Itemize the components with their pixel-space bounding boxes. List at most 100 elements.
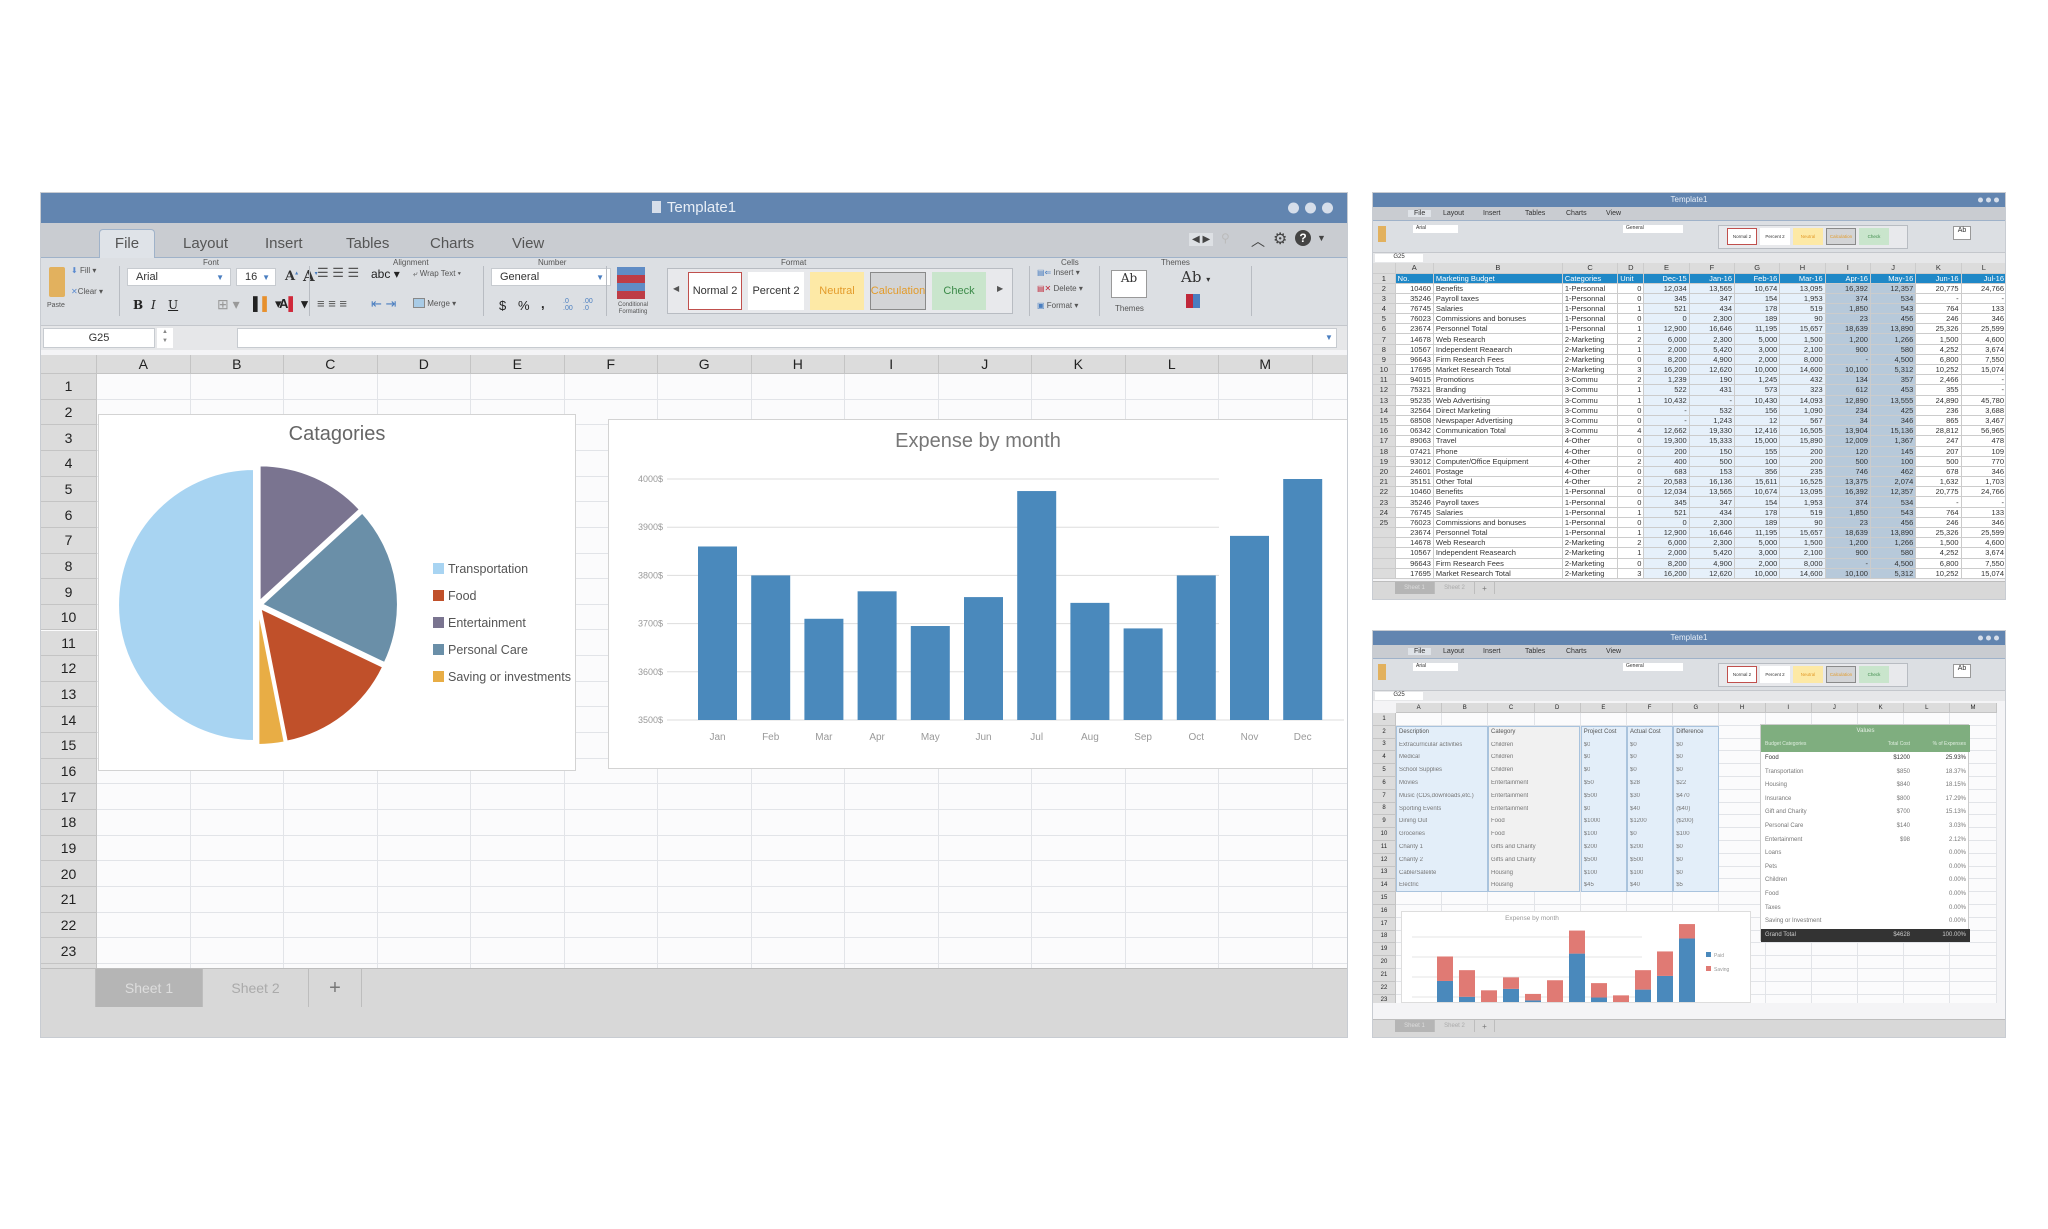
cell[interactable]	[284, 912, 378, 939]
pivot-cell[interactable]: Gift and Charity	[1765, 809, 1807, 816]
column-header[interactable]: G	[1734, 263, 1781, 274]
table-cell[interactable]: 5,312	[1870, 568, 1917, 579]
pivot-cell[interactable]: 17.29%	[1945, 795, 1966, 802]
cell[interactable]	[658, 810, 752, 836]
cell[interactable]	[564, 938, 658, 964]
column-header[interactable]: A	[97, 355, 191, 374]
expense-cell[interactable]: $0	[1676, 741, 1683, 748]
table-cell[interactable]: 374	[1825, 293, 1871, 304]
pivot-cell[interactable]: $800	[1896, 795, 1910, 802]
name-box-stepper-icon[interactable]: ▲ ▼	[157, 328, 173, 348]
table-cell[interactable]: 1	[1617, 323, 1645, 335]
cell[interactable]	[938, 963, 1032, 968]
cell[interactable]	[564, 784, 658, 811]
table-cell[interactable]: Firm Research Fees	[1433, 558, 1563, 569]
table-cell[interactable]: 2,300	[1689, 333, 1736, 345]
cell[interactable]	[658, 912, 752, 939]
table-cell[interactable]: 1,239	[1643, 374, 1690, 386]
table-cell[interactable]: 0	[1617, 435, 1645, 447]
table-cell[interactable]: 2-Marketing	[1562, 344, 1619, 355]
table-cell[interactable]: 1	[1617, 507, 1645, 518]
table-cell[interactable]: 200	[1643, 446, 1690, 457]
cell[interactable]	[1125, 887, 1219, 913]
table-cell[interactable]: 95235	[1395, 395, 1434, 406]
gallery-next-icon[interactable]: ▶	[997, 284, 1004, 293]
table-cell[interactable]: 94015	[1395, 374, 1434, 386]
table-cell[interactable]: 3-Commu	[1562, 374, 1619, 386]
table-cell[interactable]: 246	[1915, 313, 1962, 325]
row-header[interactable]: 1	[41, 374, 97, 400]
table-cell[interactable]: 15,657	[1779, 323, 1826, 335]
table-cell[interactable]: 345	[1643, 496, 1690, 508]
cell[interactable]	[658, 835, 752, 862]
table-cell[interactable]: 4-Other	[1562, 476, 1619, 488]
cell[interactable]	[751, 835, 845, 862]
cell[interactable]	[1219, 784, 1313, 811]
cell[interactable]	[97, 887, 191, 913]
cell[interactable]	[377, 835, 471, 862]
tab-layout[interactable]: Layout	[1443, 648, 1465, 655]
table-cell[interactable]: 770	[1961, 456, 2005, 467]
table-cell[interactable]: Direct Marketing	[1433, 405, 1563, 416]
cell[interactable]	[1125, 784, 1219, 811]
table-cell[interactable]: 16,392	[1825, 486, 1871, 498]
table-cell[interactable]: Independent Reaearch	[1433, 344, 1563, 355]
cell[interactable]	[845, 784, 939, 811]
table-cell[interactable]: 500	[1915, 456, 1962, 467]
row-header[interactable]: 13	[1373, 395, 1396, 406]
cell[interactable]	[1125, 810, 1219, 836]
table-cell[interactable]: 5,312	[1870, 364, 1917, 376]
expense-cell[interactable]: $0	[1583, 805, 1591, 812]
cell[interactable]	[471, 374, 565, 400]
row-header[interactable]: 12	[41, 656, 97, 682]
expense-cell[interactable]: School Supplies	[1399, 767, 1443, 774]
table-cell[interactable]: 1-Personnal	[1562, 527, 1619, 539]
bold-button[interactable]: B	[133, 298, 144, 312]
row-header[interactable]: 7	[41, 527, 97, 554]
cell[interactable]	[938, 861, 1032, 887]
pivot-cell[interactable]: Transportation	[1765, 768, 1804, 775]
cell[interactable]	[845, 374, 939, 400]
table-cell[interactable]: 357	[1870, 374, 1917, 386]
expense-cell[interactable]: Gifts and Charity	[1491, 856, 1536, 863]
table-cell[interactable]: 14,600	[1779, 364, 1826, 376]
table-cell[interactable]: 1-Personnal	[1562, 323, 1619, 335]
expense-cell[interactable]: $45	[1583, 882, 1594, 889]
table-cell[interactable]: 425	[1870, 405, 1917, 416]
cell[interactable]	[1312, 912, 1347, 939]
cell[interactable]	[471, 784, 565, 811]
table-cell[interactable]: 10,674	[1734, 486, 1781, 498]
cell[interactable]	[938, 374, 1032, 400]
table-cell[interactable]: 2	[1617, 456, 1645, 467]
table-cell[interactable]: -	[1825, 354, 1871, 366]
name-box[interactable]: G25	[1375, 254, 1423, 262]
table-cell[interactable]: 96643	[1395, 354, 1434, 366]
table-cell[interactable]: -	[1961, 293, 2005, 304]
table-cell[interactable]: 14,600	[1779, 568, 1826, 579]
header-cell[interactable]: Marketing Budget	[1433, 273, 1563, 284]
table-cell[interactable]: 1,090	[1779, 405, 1826, 416]
cell[interactable]	[284, 784, 378, 811]
cell[interactable]	[751, 861, 845, 887]
cell[interactable]	[97, 374, 191, 400]
table-cell[interactable]: 189	[1734, 517, 1781, 529]
table-cell[interactable]: 573	[1734, 384, 1781, 396]
cell[interactable]	[471, 861, 565, 887]
number-format-select[interactable]: General	[1623, 225, 1683, 233]
cell[interactable]	[658, 887, 752, 913]
table-cell[interactable]: 28,812	[1915, 425, 1962, 437]
row-header[interactable]: 20	[41, 861, 97, 887]
column-header[interactable]: E	[1643, 263, 1690, 274]
tab-charts[interactable]: Charts	[1566, 210, 1587, 217]
row-header[interactable]: 19	[1373, 943, 1396, 957]
table-cell[interactable]: 32564	[1395, 405, 1434, 416]
table-cell[interactable]: 3	[1617, 364, 1645, 376]
table-cell[interactable]: 4-Other	[1562, 435, 1619, 447]
cell[interactable]	[377, 887, 471, 913]
bar-apr[interactable]	[857, 591, 897, 720]
cell[interactable]	[190, 963, 284, 968]
table-cell[interactable]: 543	[1870, 507, 1917, 518]
table-cell[interactable]: 345	[1643, 293, 1690, 304]
select-all-corner[interactable]	[41, 355, 97, 374]
sheet-tab-1[interactable]: Sheet 1	[1395, 582, 1435, 594]
